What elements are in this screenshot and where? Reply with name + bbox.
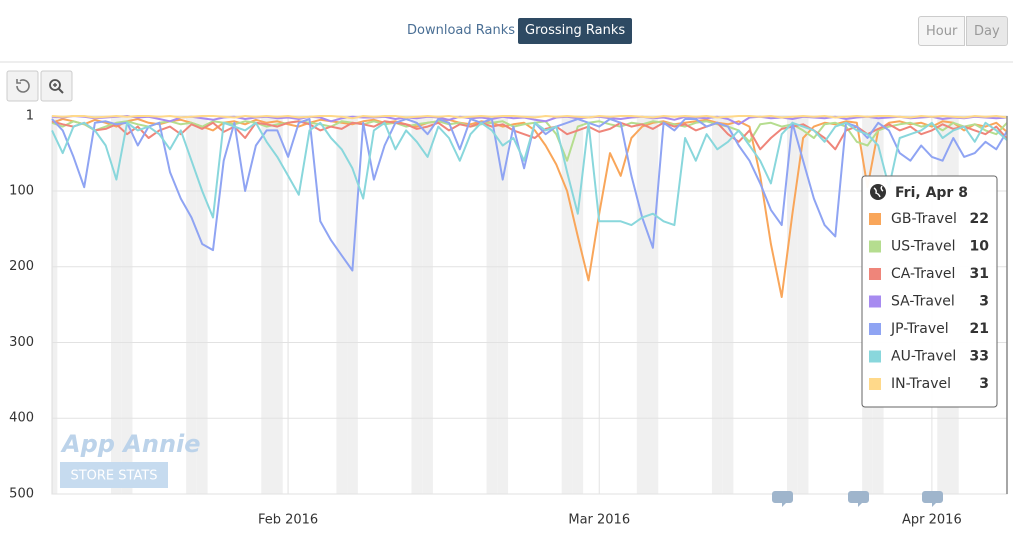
tooltip-series-name: CA-Travel (891, 266, 955, 282)
tooltip-series-name: US-Travel (891, 239, 956, 255)
y-tick-label: 200 (9, 259, 34, 274)
tooltip-value: 21 (970, 321, 989, 337)
tooltip-value: 10 (970, 239, 990, 255)
tooltip-series-name: JP-Travel (890, 321, 949, 337)
weekend-band (121, 116, 133, 494)
series-lines (51, 115, 1008, 494)
tooltip-value: 3 (979, 376, 989, 392)
tooltip-series-name: AU-Travel (891, 349, 956, 365)
tooltip-series-name: IN-Travel (891, 376, 951, 392)
watermark: App Annie STORE STATS (60, 430, 201, 488)
series-line (51, 120, 1008, 151)
weekend-band (52, 116, 58, 494)
y-tick-label: 1 (26, 109, 34, 124)
weekend-band (261, 116, 272, 494)
weekend-band (711, 116, 723, 494)
y-tick-label: 100 (9, 183, 34, 198)
weekend-band (561, 116, 573, 494)
weekend-band (787, 116, 798, 494)
tooltip-title: Fri, Apr 8 (895, 185, 968, 201)
tooltip-value: 31 (970, 266, 989, 282)
weekend-band (111, 116, 122, 494)
y-tick-label: 400 (9, 411, 34, 426)
weekend-band (196, 116, 208, 494)
x-tick-label: Apr 2016 (902, 513, 962, 528)
x-tick-label: Mar 2016 (568, 513, 630, 528)
tooltip-swatch (869, 268, 881, 280)
weekend-band (647, 116, 659, 494)
hour-button[interactable]: Hour (918, 16, 966, 46)
y-tick-label: 500 (9, 487, 34, 502)
tooltip-value: 33 (970, 349, 989, 365)
weekend-band (336, 116, 348, 494)
day-button[interactable]: Day (966, 16, 1008, 46)
weekend-band (636, 116, 648, 494)
tooltip-swatch (869, 378, 881, 390)
tooltip: Fri, Apr 8 GB-Travel 22 US-Travel 10 CA-Trav… (861, 175, 998, 408)
reset-zoom-button[interactable] (6, 70, 39, 102)
tooltip-series-name: GB-Travel (891, 211, 957, 227)
x-tick-label: Feb 2016 (258, 513, 318, 528)
weekend-band (422, 116, 433, 494)
series-line (51, 121, 1008, 227)
series-line (51, 118, 1008, 298)
tooltip-swatch (869, 350, 881, 363)
tooltip-swatch (869, 240, 881, 253)
series-line (51, 115, 1008, 120)
weekend-band (411, 116, 423, 494)
y-tick-label: 300 (9, 335, 34, 350)
download-ranks-tab[interactable]: Download Ranks (407, 23, 516, 38)
weekend-band (347, 116, 358, 494)
annotation-icons (772, 491, 943, 507)
tooltip-series-name: SA-Travel (891, 294, 955, 310)
weekend-band (186, 116, 197, 494)
tooltip-swatch (869, 295, 881, 308)
watermark-title: App Annie (60, 430, 201, 458)
weekend-band (271, 116, 283, 494)
weekend-band (722, 116, 734, 494)
weekend-band (797, 116, 809, 494)
tooltip-value: 22 (970, 211, 989, 227)
weekend-band (486, 116, 498, 494)
tooltip-value: 3 (979, 294, 989, 310)
series-line (51, 115, 1008, 126)
zoom-button[interactable] (40, 70, 73, 102)
tooltip-swatch (869, 213, 881, 225)
watermark-subtitle: STORE STATS (70, 469, 157, 484)
grossing-ranks-tab[interactable]: Grossing Ranks (518, 18, 633, 44)
weekend-band (497, 116, 509, 494)
weekend-band (572, 116, 584, 494)
tooltip-swatch (869, 323, 881, 335)
